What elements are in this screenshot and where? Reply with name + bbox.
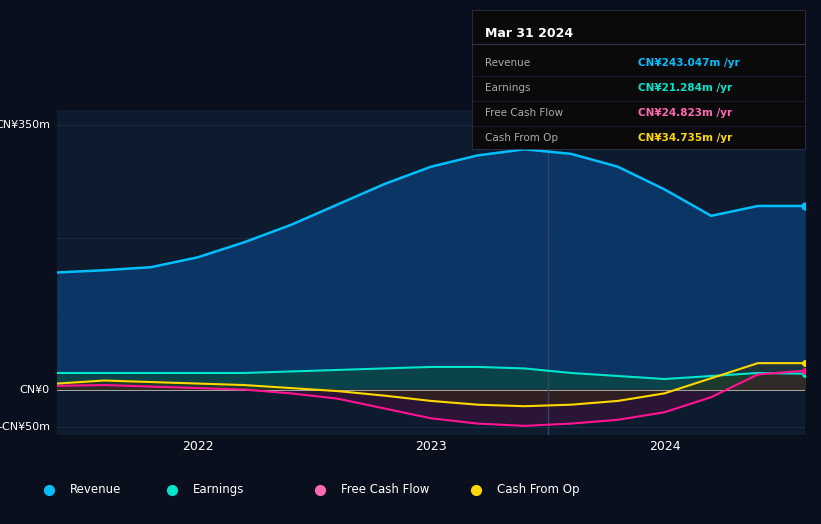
- Text: Revenue: Revenue: [70, 484, 122, 496]
- Text: Free Cash Flow: Free Cash Flow: [341, 484, 429, 496]
- Text: Free Cash Flow: Free Cash Flow: [485, 108, 563, 118]
- Text: Cash From Op: Cash From Op: [497, 484, 579, 496]
- Text: Revenue: Revenue: [485, 58, 530, 68]
- Text: Mar 31 2024: Mar 31 2024: [485, 27, 574, 40]
- Text: CN¥34.735m /yr: CN¥34.735m /yr: [639, 133, 732, 143]
- Text: Earnings: Earnings: [193, 484, 245, 496]
- Text: CN¥24.823m /yr: CN¥24.823m /yr: [639, 108, 732, 118]
- Text: -CN¥50m: -CN¥50m: [0, 422, 50, 432]
- Text: CN¥0: CN¥0: [20, 385, 50, 395]
- Text: Past: Past: [559, 122, 583, 132]
- Text: Earnings: Earnings: [485, 83, 531, 93]
- Text: CN¥21.284m /yr: CN¥21.284m /yr: [639, 83, 732, 93]
- Text: CN¥350m: CN¥350m: [0, 120, 50, 130]
- Text: CN¥243.047m /yr: CN¥243.047m /yr: [639, 58, 740, 68]
- Text: Cash From Op: Cash From Op: [485, 133, 558, 143]
